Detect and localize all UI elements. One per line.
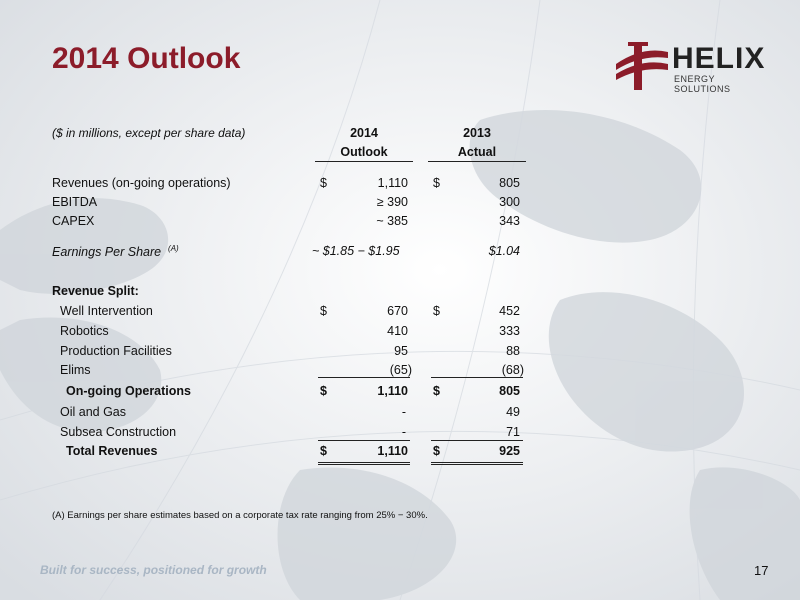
table-row-ebitda: EBITDA ≥ 390 300	[0, 195, 800, 213]
value-2014: 670	[387, 304, 408, 318]
value-2014: ~ 385	[376, 214, 408, 228]
row-label: Subsea Construction	[60, 425, 177, 439]
logo-subtitle: ENERGY SOLUTIONS	[674, 74, 731, 94]
value-2014: 1,110	[377, 384, 408, 398]
row-label: Well Intervention	[60, 304, 153, 318]
dollar-sign: $	[320, 304, 327, 318]
total-underline-2014	[318, 440, 410, 441]
value-2014: -	[401, 425, 406, 439]
value-2013: 88	[506, 344, 520, 358]
table-row-ongoing-operations: On-going Operations $ 1,110 $ 805	[0, 384, 800, 402]
value-2014: 95	[394, 344, 408, 358]
eps-footnote: (A) Earnings per share estimates based o…	[52, 510, 428, 521]
subtotal-underline-2013	[431, 377, 523, 378]
value-2013: 925	[499, 444, 520, 458]
row-label: EBITDA	[52, 195, 98, 209]
col-2014-underline	[315, 161, 413, 162]
dollar-sign: $	[320, 176, 327, 190]
table-row-production-facilities: Production Facilities 95 88	[0, 344, 800, 362]
row-label: Robotics	[60, 324, 109, 338]
table-row-robotics: Robotics 410 333	[0, 324, 800, 342]
table-row-oil-and-gas: Oil and Gas - 49	[0, 405, 800, 423]
row-label: On-going Operations	[66, 384, 191, 398]
double-underline-2013-a	[431, 462, 523, 463]
value-2013: 300	[499, 195, 520, 209]
dollar-sign: $	[433, 304, 440, 318]
slide-title: 2014 Outlook	[52, 42, 241, 75]
row-label: CAPEX	[52, 214, 95, 228]
value-2014: 1,110	[377, 176, 408, 190]
helix-logo-mark-icon	[616, 42, 668, 90]
footer-tagline: Built for success, positioned for growth	[40, 563, 267, 577]
double-underline-2014-b	[318, 464, 410, 465]
value-2013: 71	[506, 425, 520, 439]
row-label: Revenues (on-going operations)	[52, 176, 231, 190]
value-2014: -	[401, 405, 406, 419]
value-2013: 343	[499, 214, 520, 228]
table-row-total-revenues: Total Revenues $ 1,110 $ 925	[0, 444, 800, 462]
col-2013-year: 2013	[463, 126, 491, 140]
page-number: 17	[754, 563, 769, 578]
value-2013: 49	[506, 405, 520, 419]
table-row-subsea-construction: Subsea Construction - 71	[0, 425, 800, 443]
value-2013: 805	[499, 384, 520, 398]
value-2014: (65)	[389, 363, 412, 377]
logo-wordmark: HELIX	[672, 42, 766, 75]
value-2013: (68)	[501, 363, 524, 377]
col-2013-underline	[428, 161, 526, 162]
row-label: Oil and Gas	[60, 405, 127, 419]
row-label: Elims	[60, 363, 91, 377]
double-underline-2014-a	[318, 462, 410, 463]
table-row-elims: Elims (65) (68)	[0, 363, 800, 381]
dollar-sign: $	[320, 444, 327, 458]
dollar-sign: $	[433, 176, 440, 190]
value-2013: 452	[499, 304, 520, 318]
value-2013: 805	[499, 176, 520, 190]
table-row-well-intervention: Well Intervention $ 670 $ 452	[0, 304, 800, 322]
dollar-sign: $	[433, 384, 440, 398]
row-label: Earnings Per Share (A)	[52, 244, 179, 259]
value-2014: ~ $1.85 − $1.95	[312, 244, 400, 258]
col-2013-label: Actual	[457, 145, 497, 159]
value-2013: 333	[499, 324, 520, 338]
total-underline-2013	[431, 440, 523, 441]
dollar-sign: $	[433, 444, 440, 458]
col-2014-label: Outlook	[340, 145, 388, 159]
row-label: Production Facilities	[60, 344, 172, 358]
revenue-split-header: Revenue Split:	[0, 284, 800, 302]
value-2014: 1,110	[377, 444, 408, 458]
table-row-eps: Earnings Per Share (A) ~ $1.85 − $1.95 $…	[0, 244, 800, 262]
eps-label-text: Earnings Per Share	[52, 245, 162, 260]
subtotal-underline-2014	[318, 377, 410, 378]
table-row-capex: CAPEX ~ 385 343	[0, 214, 800, 232]
value-2013: $1.04	[488, 244, 520, 258]
row-label: Total Revenues	[66, 444, 158, 458]
eps-footnote-marker: (A)	[168, 244, 179, 253]
value-2014: ≥ 390	[376, 195, 408, 209]
table-units-note: ($ in millions, except per share data)	[52, 126, 246, 140]
helix-logo: HELIX ENERGY SOLUTIONS	[612, 40, 772, 94]
section-heading: Revenue Split:	[52, 284, 139, 298]
double-underline-2013-b	[431, 464, 523, 465]
table-row-revenues: Revenues (on-going operations) $ 1,110 $…	[0, 176, 800, 194]
value-2014: 410	[387, 324, 408, 338]
col-2014-year: 2014	[350, 126, 378, 140]
dollar-sign: $	[320, 384, 327, 398]
